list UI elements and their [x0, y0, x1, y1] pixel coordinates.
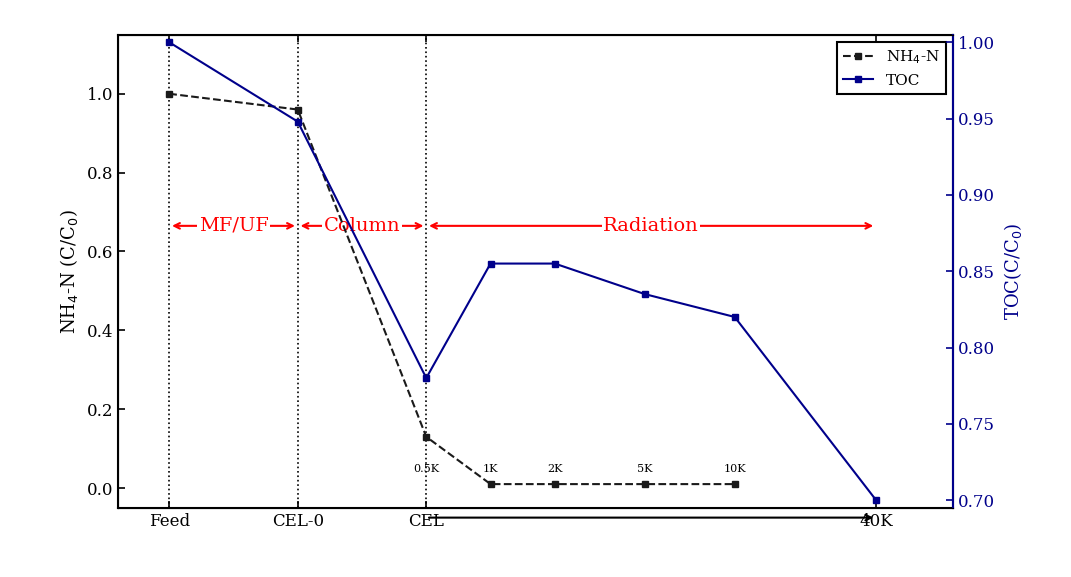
Text: Column: Column — [323, 217, 401, 235]
Y-axis label: TOC(C/C$_0$): TOC(C/C$_0$) — [1002, 223, 1024, 320]
Text: MF/UF: MF/UF — [198, 217, 269, 235]
Text: 5K: 5K — [637, 464, 652, 474]
Y-axis label: NH$_4$-N (C/C$_0$): NH$_4$-N (C/C$_0$) — [58, 209, 79, 334]
Text: 10K: 10K — [723, 464, 746, 474]
Legend: NH$_4$-N, TOC: NH$_4$-N, TOC — [836, 42, 946, 94]
Text: Radiation: Radiation — [603, 217, 699, 235]
Text: 0.5K: 0.5K — [413, 464, 439, 474]
Text: 1K: 1K — [483, 464, 498, 474]
Text: 2K: 2K — [547, 464, 562, 474]
